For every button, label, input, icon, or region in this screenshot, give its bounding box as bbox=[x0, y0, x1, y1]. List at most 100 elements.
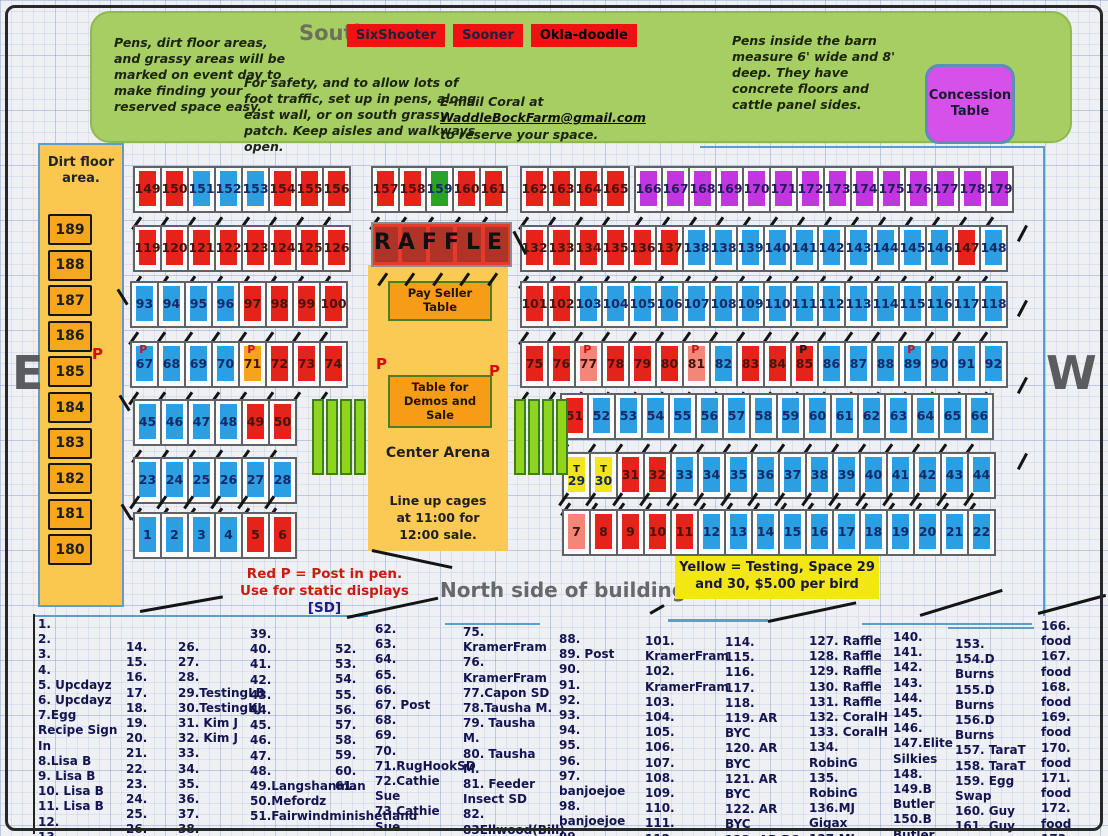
roster-entry: 68. bbox=[375, 713, 397, 728]
pen-2: 2 bbox=[162, 514, 189, 557]
pen-126: 126 bbox=[323, 227, 350, 270]
badge-sooner: Sooner bbox=[453, 24, 523, 47]
pen-37: 37 bbox=[780, 454, 807, 497]
roster-column-3: 26. 27. 28. 29.TestingLB 30.TestingKJ 31. Kim… bbox=[175, 640, 265, 836]
pen-147: 147 bbox=[953, 227, 981, 270]
roster-entry: 23. bbox=[126, 776, 148, 791]
roster-entry: 171. food bbox=[1041, 771, 1072, 801]
email-link[interactable]: WaddleBockFarm@gmail.com bbox=[440, 110, 646, 126]
banner-note-center: For safety, and to allow lots of foot tr… bbox=[244, 75, 477, 154]
pen-18: 18 bbox=[861, 511, 888, 554]
roster-entry: 37. bbox=[178, 807, 200, 822]
roster-entry: 93. bbox=[559, 708, 581, 723]
pen-115: 115 bbox=[899, 283, 927, 326]
space-roster: 1. 2. 3. 4. 5. Upcdayz 6. Upcdayz 7.Egg Recipe… bbox=[33, 614, 1093, 836]
pen-number: 58 bbox=[754, 408, 773, 424]
pen-55: 55 bbox=[670, 395, 697, 438]
pen-number: 154 bbox=[269, 181, 296, 197]
pen-101: 101 bbox=[521, 283, 549, 326]
pen-number: 82 bbox=[714, 356, 733, 372]
roster-entry: 77.Capon SD bbox=[463, 685, 550, 700]
pen-number: 60 bbox=[808, 408, 827, 424]
roster-entry: 142. bbox=[893, 660, 923, 675]
pen-160: 160 bbox=[453, 168, 481, 211]
pen-number: 170 bbox=[743, 181, 770, 197]
dirt-space-183: 183 bbox=[48, 427, 92, 459]
pen-number: 37 bbox=[783, 467, 802, 483]
west-wall-line bbox=[1043, 146, 1045, 616]
roster-entry: 99. banjoejoe bbox=[559, 830, 642, 836]
raffle-pen bbox=[457, 227, 481, 262]
roster-entry: 57. bbox=[335, 718, 357, 733]
pen-61: 61 bbox=[832, 395, 859, 438]
row-23-28: 23 24 25 26 27 28 bbox=[133, 457, 297, 504]
row-67-74: P 67 68 69 70 P 71 72 73 74 bbox=[130, 341, 348, 388]
roster-entry: 80. Tausha M. bbox=[463, 746, 536, 776]
pen-165: 165 bbox=[602, 168, 629, 211]
post-mark-arena-left: P bbox=[376, 355, 387, 373]
pen-number: 121 bbox=[188, 240, 215, 256]
roster-entry: 69. bbox=[375, 728, 397, 743]
roster-entry: 170. food bbox=[1041, 740, 1072, 770]
pen-38: 38 bbox=[807, 454, 834, 497]
pen-number: 162 bbox=[521, 181, 548, 197]
pen-118: 118 bbox=[980, 283, 1007, 326]
pen-number: 103 bbox=[575, 296, 602, 312]
pen-number: 12 bbox=[702, 524, 721, 540]
pen-number: 152 bbox=[215, 181, 242, 197]
pen-43: 43 bbox=[942, 454, 969, 497]
roster-entry: 30.TestingKJ bbox=[178, 700, 262, 715]
pen-number: 10 bbox=[648, 524, 667, 540]
pen-number: 40 bbox=[864, 467, 883, 483]
roster-entry: 56. bbox=[335, 702, 357, 717]
pen-number: 169 bbox=[716, 181, 743, 197]
center-arena-label: Center Arena bbox=[385, 445, 491, 461]
pen-120: 120 bbox=[161, 227, 189, 270]
raffle-pen bbox=[429, 227, 454, 262]
roster-line-1 bbox=[33, 615, 368, 617]
pen-number: 44 bbox=[972, 467, 991, 483]
pen-number: 70 bbox=[216, 356, 235, 372]
pen-98: 98 bbox=[267, 283, 294, 326]
roster-entry: 134. RobinG bbox=[809, 740, 858, 770]
pen-148: 148 bbox=[980, 227, 1007, 270]
tick bbox=[649, 604, 665, 615]
roster-entry: 95. bbox=[559, 738, 581, 753]
row-7-22: 7 8 9 10 11 12 13 14 15 16 17 18 19 20 21 22 bbox=[562, 509, 996, 556]
roster-entry: 115. bbox=[725, 650, 755, 665]
pen-number: 25 bbox=[192, 472, 211, 488]
pen-number: 171 bbox=[770, 181, 797, 197]
pen-number: 145 bbox=[899, 240, 926, 256]
pen-number: 177 bbox=[932, 181, 959, 197]
pen-163: 163 bbox=[548, 168, 576, 211]
roster-entry: 172. food bbox=[1041, 801, 1072, 831]
aisle-line bbox=[1037, 593, 1106, 615]
roster-entry: 52. bbox=[335, 642, 357, 656]
roster-entry: 168. food bbox=[1041, 679, 1072, 710]
pen-3: 3 bbox=[189, 514, 216, 557]
pen-15: 15 bbox=[780, 511, 807, 554]
testing-mark: T bbox=[573, 463, 580, 475]
pen-number: 166 bbox=[635, 181, 662, 197]
roster-entry: 105. bbox=[645, 725, 675, 740]
pen-number: 80 bbox=[660, 356, 679, 372]
pen-14: 14 bbox=[753, 511, 780, 554]
dirt-space-185: 185 bbox=[48, 356, 92, 388]
pen-number: 67 bbox=[135, 356, 154, 372]
post-mark: P bbox=[247, 343, 256, 356]
pen-25: 25 bbox=[189, 459, 216, 502]
pen-64: 64 bbox=[913, 395, 940, 438]
roster-entry: 33. bbox=[178, 746, 200, 761]
pen-24: 24 bbox=[162, 459, 189, 502]
pen-number: 73 bbox=[297, 356, 316, 372]
pen-number: 174 bbox=[851, 181, 878, 197]
roster-entry: 13. bbox=[38, 830, 123, 836]
roster-entry: 158. TaraT bbox=[955, 758, 1026, 773]
pen-number: 102 bbox=[548, 296, 575, 312]
pen-32: 32 bbox=[645, 454, 672, 497]
pen-number: 126 bbox=[323, 240, 350, 256]
roster-entry: 49.Langshanman bbox=[250, 779, 366, 794]
pen-94: 94 bbox=[159, 283, 186, 326]
roster-column-11: 127. Raffle 128. Raffle 129. Raffle 130. Ra… bbox=[806, 634, 890, 836]
pen-153: 153 bbox=[242, 168, 270, 211]
